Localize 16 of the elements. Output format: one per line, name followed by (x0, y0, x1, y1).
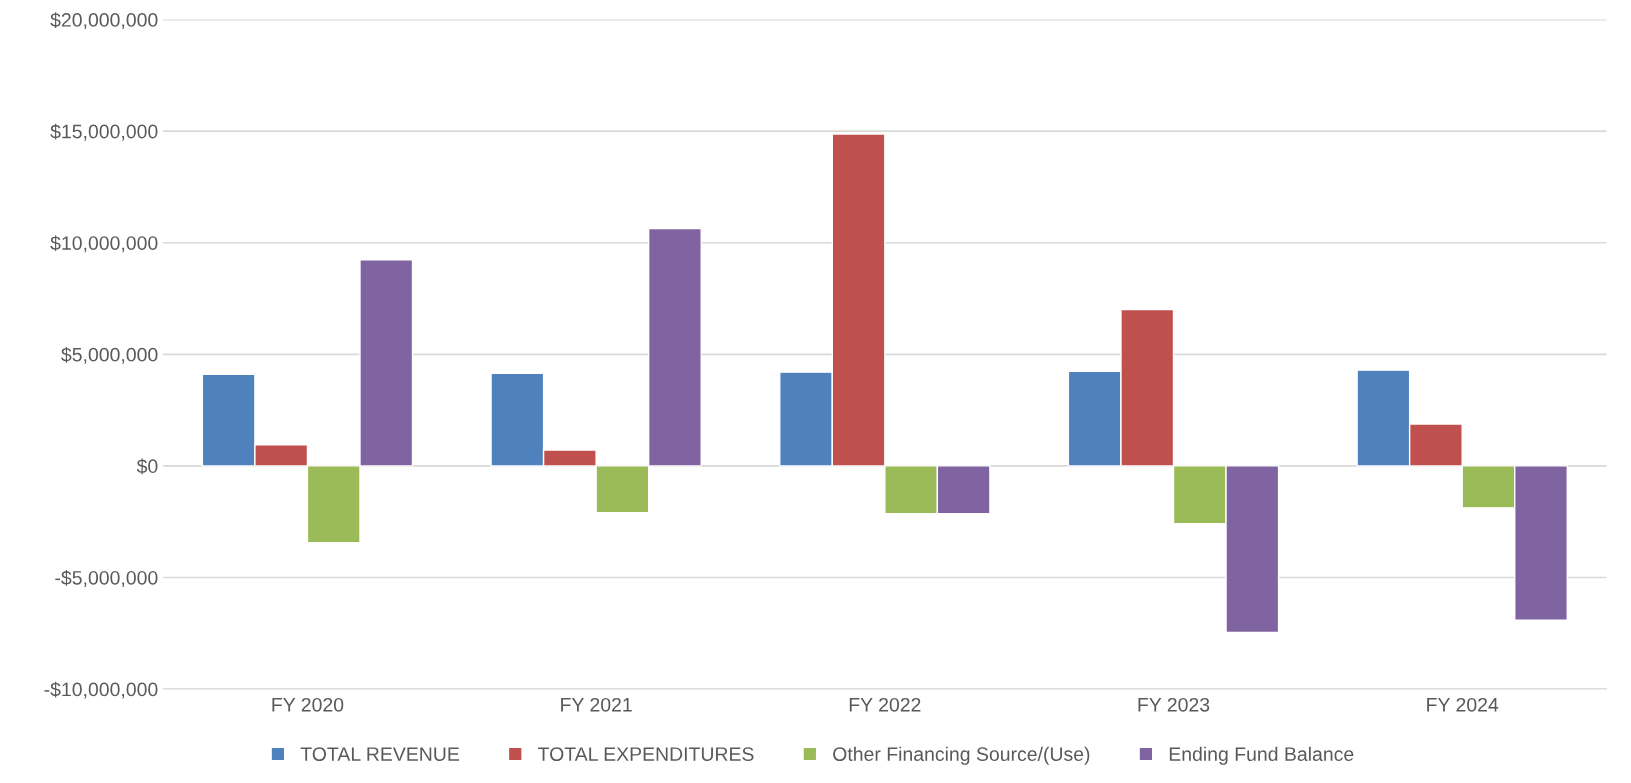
y-tick-label: $0 (136, 458, 158, 475)
legend-label: Other Financing Source/(Use) (833, 746, 1090, 765)
y-tick-label: -$10,000,000 (44, 681, 158, 699)
y-tick-label: -$5,000,000 (55, 570, 158, 587)
x-tick-label: FY 2024 (1427, 697, 1499, 712)
legend-label: TOTAL EXPENDITURES (538, 747, 754, 761)
y-tick-label: $5,000,000 (61, 346, 158, 364)
y-tick-label: $20,000,000 (50, 12, 158, 30)
x-tick-label: FY 2020 (272, 697, 344, 712)
y-tick-label: $10,000,000 (50, 235, 158, 253)
y-tick-label: $15,000,000 (50, 123, 158, 141)
legend-label: TOTAL REVENUE (300, 747, 459, 761)
x-tick-label: FY 2021 (561, 697, 632, 712)
x-tick-label: FY 2022 (849, 697, 921, 712)
x-tick-label: FY 2023 (1138, 697, 1210, 712)
legend-label: Ending Fund Balance (1169, 746, 1354, 765)
